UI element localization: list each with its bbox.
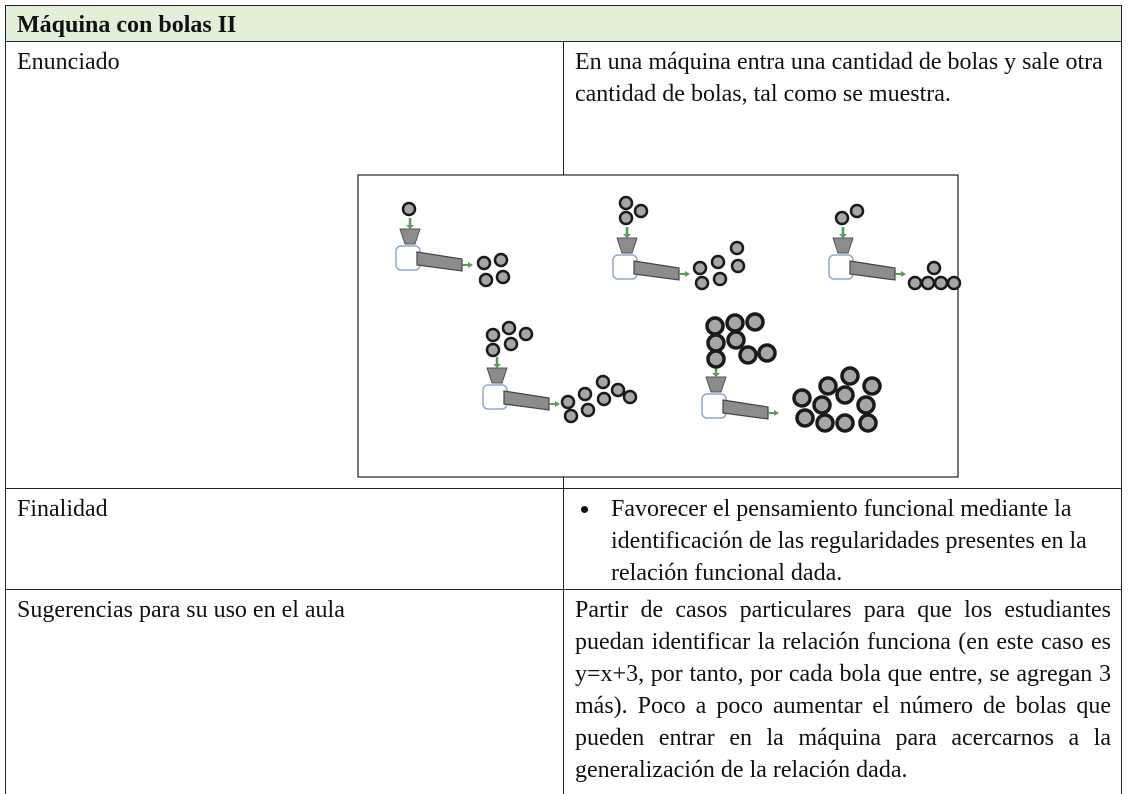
activity-table: Máquina con bolas II Enunciado En una má…: [5, 5, 1122, 794]
bullet: Favorecer el pensamiento funcional media…: [601, 493, 1111, 589]
row-label: Enunciado: [5, 41, 564, 489]
row-label: Finalidad: [5, 488, 564, 590]
row-label: Sugerencias para su uso en el aula: [5, 589, 564, 794]
row-text: Partir de casos particulares para que lo…: [563, 589, 1122, 794]
row-content: Favorecer el pensamiento funcional media…: [563, 488, 1122, 590]
bullet-list: Favorecer el pensamiento funcional media…: [575, 493, 1111, 589]
table-title: Máquina con bolas II: [5, 5, 1122, 42]
row-text: En una máquina entra una cantidad de bol…: [563, 41, 1122, 489]
